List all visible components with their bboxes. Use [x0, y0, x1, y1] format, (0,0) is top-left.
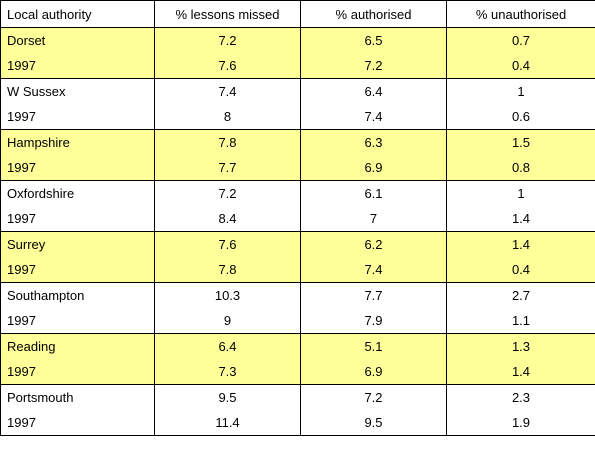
- cell-lessons-missed: 7.2: [154, 27, 301, 53]
- cell-lessons-missed: 7.3: [154, 359, 301, 385]
- cell-unauthorised: 1.5: [446, 129, 595, 155]
- cell-authorised: 6.1: [300, 180, 447, 206]
- table-row: Hampshire 7.8 6.3 1.5: [0, 129, 595, 155]
- cell-authorised: 5.1: [300, 333, 447, 359]
- table-row: Southampton 10.3 7.7 2.7: [0, 282, 595, 308]
- cell-lessons-missed: 7.8: [154, 129, 301, 155]
- cell-unauthorised: 1.9: [446, 410, 595, 436]
- cell-name: 1997: [0, 155, 155, 181]
- cell-unauthorised: 1.4: [446, 231, 595, 257]
- cell-unauthorised: 0.8: [446, 155, 595, 181]
- header-unauthorised: % unauthorised: [446, 0, 595, 28]
- cell-authorised: 7: [300, 206, 447, 232]
- table-row: 1997 7.8 7.4 0.4: [0, 257, 595, 283]
- cell-lessons-missed: 7.6: [154, 231, 301, 257]
- cell-unauthorised: 2.7: [446, 282, 595, 308]
- cell-authorised: 7.9: [300, 308, 447, 334]
- table-body: Dorset 7.2 6.5 0.7 1997 7.6 7.2 0.4 W Sussex 7.4 6…: [0, 27, 595, 436]
- table-row: 1997 7.3 6.9 1.4: [0, 359, 595, 385]
- cell-unauthorised: 0.6: [446, 104, 595, 130]
- header-local-authority: Local authority: [0, 0, 155, 28]
- table-row: W Sussex 7.4 6.4 1: [0, 78, 595, 104]
- cell-name: 1997: [0, 308, 155, 334]
- cell-unauthorised: 2.3: [446, 384, 595, 410]
- cell-authorised: 7.7: [300, 282, 447, 308]
- cell-name: W Sussex: [0, 78, 155, 104]
- cell-name: Reading: [0, 333, 155, 359]
- cell-name: Oxfordshire: [0, 180, 155, 206]
- table-row: Oxfordshire 7.2 6.1 1: [0, 180, 595, 206]
- cell-unauthorised: 1.1: [446, 308, 595, 334]
- cell-name: 1997: [0, 53, 155, 79]
- cell-name: Dorset: [0, 27, 155, 53]
- cell-authorised: 6.5: [300, 27, 447, 53]
- cell-unauthorised: 1.3: [446, 333, 595, 359]
- cell-authorised: 6.3: [300, 129, 447, 155]
- header-lessons-missed: % lessons missed: [154, 0, 301, 28]
- cell-lessons-missed: 7.7: [154, 155, 301, 181]
- cell-name: 1997: [0, 257, 155, 283]
- cell-authorised: 6.4: [300, 78, 447, 104]
- cell-lessons-missed: 8.4: [154, 206, 301, 232]
- cell-name: Surrey: [0, 231, 155, 257]
- cell-lessons-missed: 7.8: [154, 257, 301, 283]
- cell-unauthorised: 0.4: [446, 257, 595, 283]
- cell-name: Southampton: [0, 282, 155, 308]
- cell-unauthorised: 1.4: [446, 359, 595, 385]
- cell-name: Hampshire: [0, 129, 155, 155]
- cell-authorised: 7.2: [300, 384, 447, 410]
- table-row: 1997 7.7 6.9 0.8: [0, 155, 595, 181]
- cell-name: 1997: [0, 410, 155, 436]
- table-row: Surrey 7.6 6.2 1.4: [0, 231, 595, 257]
- cell-unauthorised: 0.7: [446, 27, 595, 53]
- table-row: Portsmouth 9.5 7.2 2.3: [0, 384, 595, 410]
- cell-authorised: 7.4: [300, 257, 447, 283]
- absence-table: Local authority % lessons missed % autho…: [0, 0, 595, 436]
- cell-unauthorised: 0.4: [446, 53, 595, 79]
- cell-authorised: 9.5: [300, 410, 447, 436]
- cell-authorised: 7.2: [300, 53, 447, 79]
- cell-authorised: 6.9: [300, 359, 447, 385]
- cell-lessons-missed: 9: [154, 308, 301, 334]
- cell-name: 1997: [0, 359, 155, 385]
- table-row: 1997 8.4 7 1.4: [0, 206, 595, 232]
- header-row: Local authority % lessons missed % autho…: [0, 0, 595, 28]
- table-row: 1997 11.4 9.5 1.9: [0, 410, 595, 436]
- cell-unauthorised: 1: [446, 180, 595, 206]
- cell-lessons-missed: 7.2: [154, 180, 301, 206]
- cell-lessons-missed: 11.4: [154, 410, 301, 436]
- cell-authorised: 6.9: [300, 155, 447, 181]
- header-authorised: % authorised: [300, 0, 447, 28]
- cell-authorised: 6.2: [300, 231, 447, 257]
- table-row: 1997 8 7.4 0.6: [0, 104, 595, 130]
- cell-name: 1997: [0, 206, 155, 232]
- cell-lessons-missed: 6.4: [154, 333, 301, 359]
- cell-lessons-missed: 9.5: [154, 384, 301, 410]
- table-row: Reading 6.4 5.1 1.3: [0, 333, 595, 359]
- cell-lessons-missed: 7.6: [154, 53, 301, 79]
- cell-unauthorised: 1.4: [446, 206, 595, 232]
- cell-lessons-missed: 7.4: [154, 78, 301, 104]
- cell-unauthorised: 1: [446, 78, 595, 104]
- cell-authorised: 7.4: [300, 104, 447, 130]
- cell-name: 1997: [0, 104, 155, 130]
- table-row: 1997 7.6 7.2 0.4: [0, 53, 595, 79]
- cell-name: Portsmouth: [0, 384, 155, 410]
- cell-lessons-missed: 10.3: [154, 282, 301, 308]
- table-row: Dorset 7.2 6.5 0.7: [0, 27, 595, 53]
- cell-lessons-missed: 8: [154, 104, 301, 130]
- table-row: 1997 9 7.9 1.1: [0, 308, 595, 334]
